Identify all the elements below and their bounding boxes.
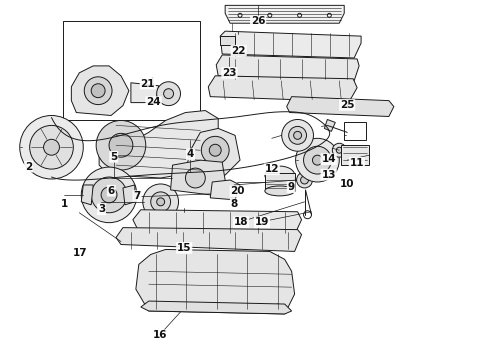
Circle shape (101, 187, 117, 203)
Circle shape (294, 131, 301, 139)
Circle shape (282, 120, 314, 151)
Polygon shape (123, 185, 135, 205)
Circle shape (346, 125, 362, 140)
Text: 13: 13 (321, 170, 336, 180)
Polygon shape (133, 210, 301, 235)
Circle shape (300, 176, 309, 184)
Ellipse shape (265, 166, 294, 184)
Text: 21: 21 (141, 78, 155, 89)
Text: 10: 10 (340, 179, 354, 189)
Circle shape (84, 77, 112, 105)
Circle shape (143, 184, 178, 220)
Circle shape (44, 139, 59, 155)
Circle shape (185, 168, 205, 188)
Polygon shape (216, 55, 359, 81)
Text: 18: 18 (234, 217, 248, 227)
Text: 5: 5 (110, 152, 117, 162)
Text: 12: 12 (265, 164, 279, 174)
Circle shape (296, 172, 313, 188)
Polygon shape (141, 301, 292, 314)
Circle shape (209, 144, 221, 156)
Text: 15: 15 (177, 243, 192, 253)
Bar (63, 21, 200, 121)
Text: 3: 3 (98, 204, 105, 214)
Text: 2: 2 (25, 162, 32, 172)
Text: 25: 25 (340, 100, 354, 110)
Text: 16: 16 (153, 330, 167, 341)
Circle shape (81, 167, 137, 223)
Text: 22: 22 (231, 46, 246, 56)
Text: 24: 24 (147, 97, 161, 107)
Text: 6: 6 (108, 186, 115, 196)
Text: 19: 19 (255, 217, 269, 227)
Circle shape (91, 84, 105, 98)
Polygon shape (136, 249, 294, 314)
Polygon shape (99, 111, 218, 178)
Circle shape (109, 133, 133, 157)
Polygon shape (287, 96, 394, 117)
Circle shape (327, 13, 331, 17)
Circle shape (20, 116, 83, 179)
Circle shape (238, 13, 242, 17)
Text: 20: 20 (230, 186, 245, 197)
Circle shape (157, 82, 180, 105)
Polygon shape (185, 129, 240, 175)
Polygon shape (220, 31, 361, 58)
Circle shape (157, 198, 165, 206)
Circle shape (336, 147, 342, 153)
Circle shape (164, 89, 173, 99)
Circle shape (245, 304, 251, 310)
Circle shape (332, 143, 346, 157)
Circle shape (303, 211, 312, 219)
Polygon shape (72, 66, 129, 116)
Text: 4: 4 (187, 149, 194, 159)
Polygon shape (210, 180, 240, 200)
Circle shape (151, 192, 171, 212)
Ellipse shape (265, 186, 294, 196)
Circle shape (156, 304, 162, 310)
Polygon shape (225, 5, 344, 23)
Text: 14: 14 (321, 154, 336, 164)
Circle shape (289, 126, 307, 144)
Circle shape (268, 13, 272, 17)
Polygon shape (324, 120, 335, 131)
Circle shape (275, 304, 281, 310)
Circle shape (30, 125, 74, 169)
Circle shape (313, 155, 322, 165)
Text: 8: 8 (231, 199, 238, 209)
Bar (265, 173, 294, 191)
Bar (341, 145, 369, 165)
Polygon shape (131, 83, 159, 103)
Circle shape (96, 121, 146, 170)
Text: 11: 11 (349, 158, 364, 168)
Circle shape (201, 136, 229, 164)
Circle shape (350, 129, 358, 136)
Text: 26: 26 (251, 17, 266, 26)
Text: 23: 23 (222, 68, 237, 78)
Circle shape (295, 138, 339, 182)
Circle shape (297, 13, 301, 17)
Text: 9: 9 (288, 182, 295, 192)
Polygon shape (116, 228, 301, 251)
Circle shape (303, 146, 331, 174)
Circle shape (215, 304, 221, 310)
Polygon shape (220, 36, 235, 45)
Text: 17: 17 (73, 248, 87, 258)
Circle shape (185, 304, 192, 310)
Polygon shape (171, 160, 225, 195)
Circle shape (91, 177, 127, 213)
Polygon shape (81, 185, 93, 205)
Bar (344, 122, 366, 140)
Polygon shape (208, 76, 357, 102)
Text: 7: 7 (133, 191, 141, 201)
Text: 1: 1 (60, 199, 68, 209)
